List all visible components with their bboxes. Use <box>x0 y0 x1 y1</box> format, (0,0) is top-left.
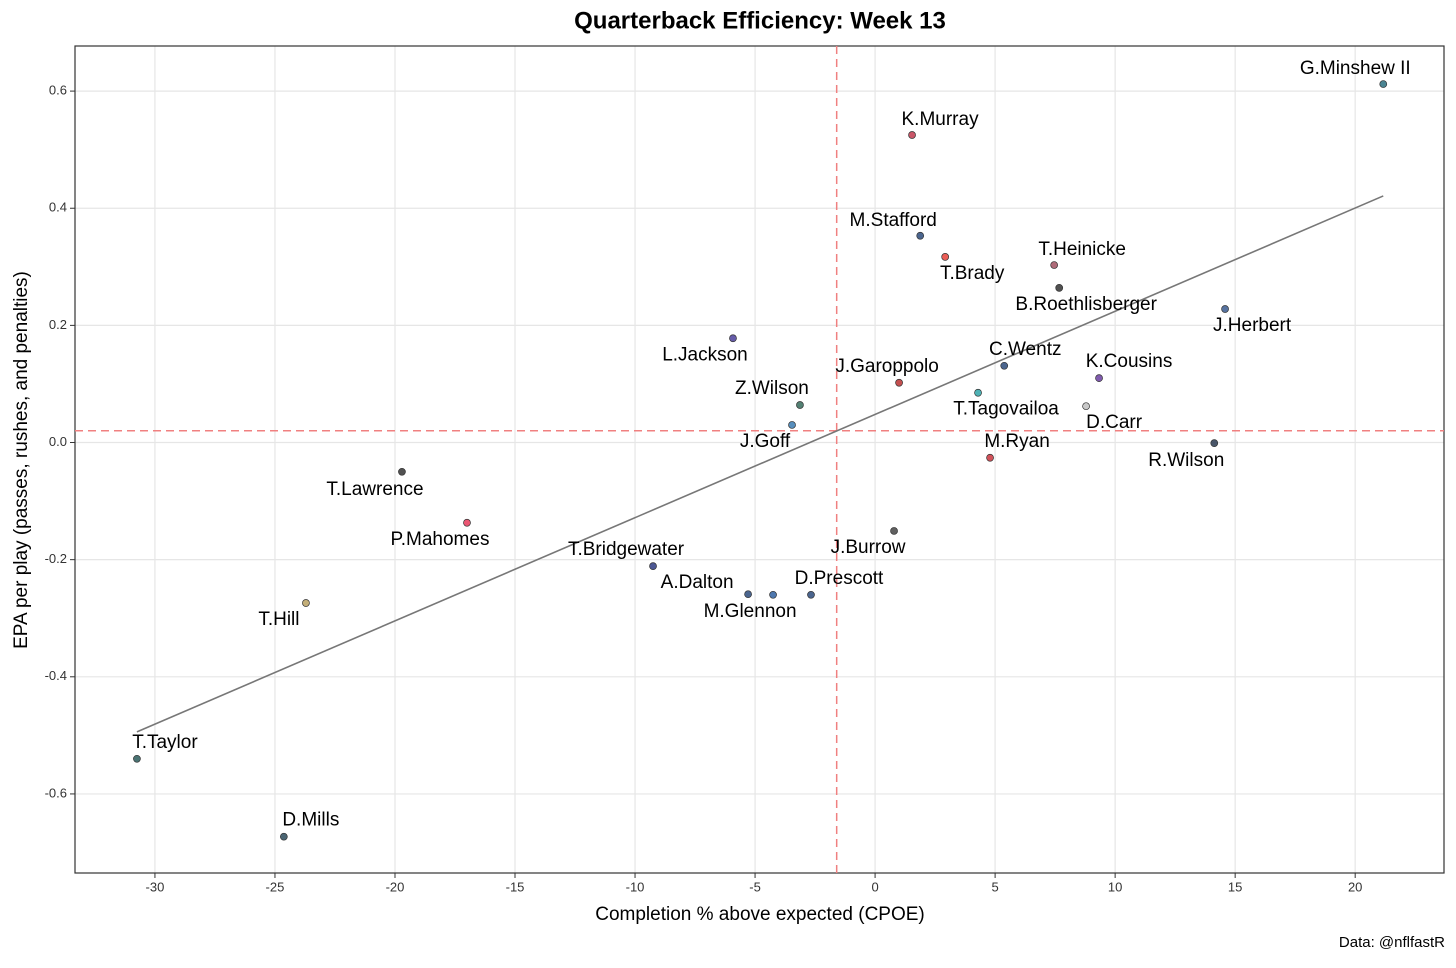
point <box>941 252 950 261</box>
point-label: L.Jackson <box>662 344 748 365</box>
point-label: J.Goff <box>740 431 791 452</box>
point-label: M.Stafford <box>850 210 937 231</box>
y-tick-label: -0.6 <box>45 785 67 800</box>
point-label: J.Herbert <box>1213 315 1292 336</box>
y-tick-label: 0.4 <box>49 200 67 215</box>
point <box>302 599 310 607</box>
point <box>744 590 752 599</box>
x-tick-label: -20 <box>386 879 405 894</box>
point <box>1221 305 1229 313</box>
point <box>1095 374 1103 382</box>
chart-title: Quarterback Efficiency: Week 13 <box>574 7 946 34</box>
point-label: T.Tagovailoa <box>953 399 1059 420</box>
point-label: T.Hill <box>258 609 299 630</box>
x-tick-label: -15 <box>506 879 525 894</box>
point-label: T.Lawrence <box>326 479 423 500</box>
point <box>463 518 471 527</box>
point-label: C.Wentz <box>989 339 1062 360</box>
x-axis-label: Completion % above expected (CPOE) <box>595 904 925 925</box>
x-tick-label: 10 <box>1108 879 1122 894</box>
point <box>908 131 916 139</box>
x-tick-label: 0 <box>871 879 878 894</box>
point <box>974 388 982 397</box>
point-label: K.Cousins <box>1086 351 1173 372</box>
point <box>796 401 804 409</box>
x-tick-label: -5 <box>749 879 761 894</box>
point <box>1379 80 1388 88</box>
point <box>1210 439 1219 447</box>
y-tick-label: 0.0 <box>49 434 67 449</box>
trend-line <box>136 195 1384 733</box>
point <box>916 231 925 240</box>
point-label: T.Brady <box>940 263 1005 284</box>
point-label: D.Mills <box>282 810 339 831</box>
point-label: M.Glennon <box>704 601 797 622</box>
point-label: M.Ryan <box>984 431 1049 452</box>
point <box>1000 361 1009 370</box>
plot-border <box>74 45 1445 874</box>
y-axis-label: EPA per play (passes, rushes, and penalt… <box>11 271 32 649</box>
point <box>1050 261 1059 269</box>
point-label: D.Prescott <box>795 568 884 589</box>
point <box>807 590 815 599</box>
point-label: J.Garoppolo <box>835 356 939 377</box>
point-label: B.Roethlisberger <box>1015 294 1157 315</box>
point-label: A.Dalton <box>661 572 734 593</box>
y-tick-label: -0.2 <box>45 551 67 566</box>
point <box>729 334 737 343</box>
point <box>890 527 898 535</box>
x-tick-label: 15 <box>1228 879 1242 894</box>
point-label: D.Carr <box>1086 412 1143 433</box>
point <box>398 467 406 476</box>
y-tick-label: 0.2 <box>49 317 67 332</box>
point <box>649 562 657 570</box>
point-label: R.Wilson <box>1148 450 1224 471</box>
point <box>986 453 994 462</box>
x-tick-label: -30 <box>146 879 165 894</box>
point <box>279 832 288 841</box>
caption: Data: @nflfastR <box>1339 934 1445 951</box>
point <box>895 378 903 387</box>
point <box>769 590 777 599</box>
point-label: T.Heinicke <box>1038 239 1126 260</box>
point <box>133 754 141 763</box>
x-tick-label: 5 <box>991 879 998 894</box>
x-tick-label: -25 <box>266 879 285 894</box>
point-label: T.Bridgewater <box>568 539 685 560</box>
point <box>1055 284 1064 292</box>
point <box>788 421 796 429</box>
point-label: G.Minshew II <box>1300 58 1411 79</box>
y-tick-label: 0.6 <box>49 83 67 98</box>
y-tick-label: -0.4 <box>45 668 67 683</box>
point-label: T.Taylor <box>132 732 198 753</box>
x-tick-label: 20 <box>1348 879 1362 894</box>
point-label: Z.Wilson <box>735 378 809 399</box>
x-tick-label: -10 <box>626 879 645 894</box>
point <box>1082 402 1090 411</box>
point-label: K.Murray <box>902 109 980 130</box>
point-label: P.Mahomes <box>391 529 490 550</box>
point-label: J.Burrow <box>831 537 906 558</box>
